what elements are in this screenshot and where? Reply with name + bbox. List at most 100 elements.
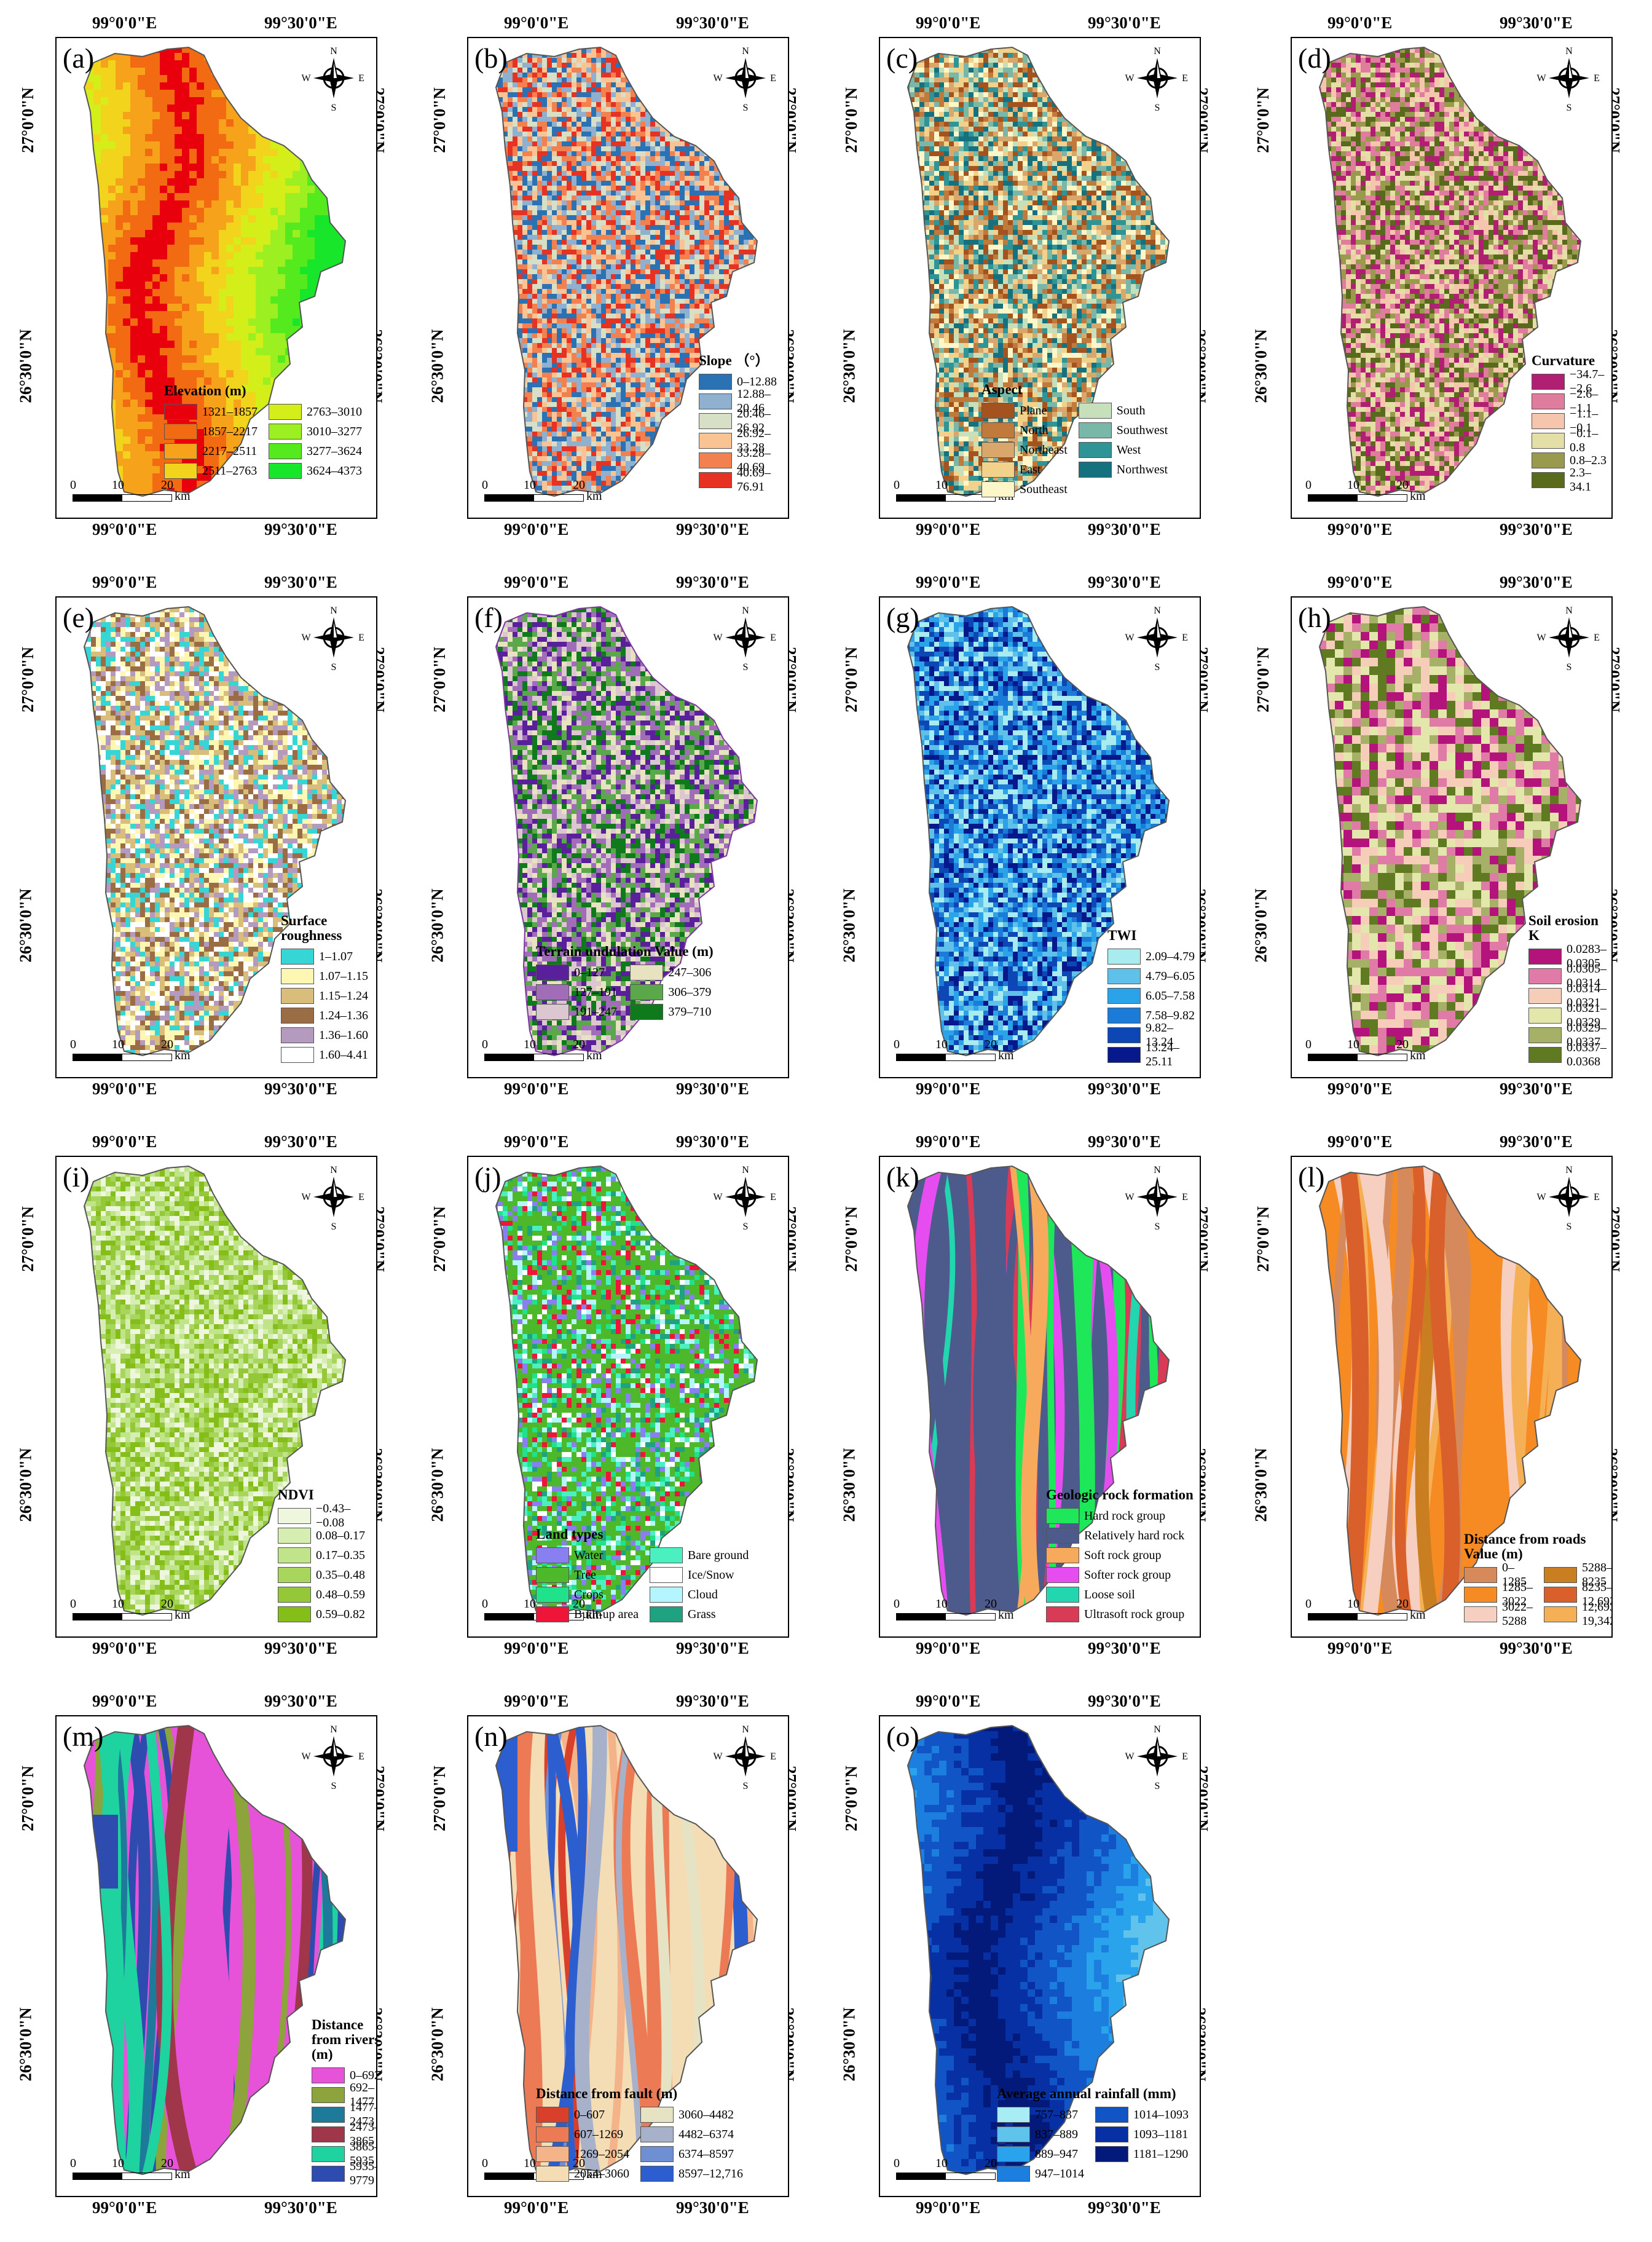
map-cell (591, 107, 596, 112)
map-cell (734, 112, 739, 117)
map-cell (606, 82, 611, 87)
map-cell (473, 146, 478, 151)
map-cell (270, 326, 278, 333)
map-cell (101, 318, 108, 326)
map-cell (675, 186, 680, 191)
map-cell (352, 304, 359, 311)
map-cell (204, 473, 211, 481)
map-cell (160, 304, 167, 311)
map-cell (241, 208, 248, 215)
map-cell (567, 82, 572, 87)
map-cell (79, 510, 86, 518)
map-cell (522, 38, 527, 43)
map-cell (473, 97, 478, 102)
map-cell (182, 38, 189, 45)
map-cell (557, 146, 562, 151)
map-cell (473, 156, 478, 161)
map-cell (758, 112, 763, 117)
map-cell (567, 77, 572, 82)
map-cell (366, 223, 374, 230)
map-cell (241, 414, 248, 422)
map-cell (690, 171, 694, 176)
map-cell (468, 117, 473, 122)
map-cell (611, 161, 616, 166)
map-cell (359, 296, 366, 304)
map-cell (557, 97, 562, 102)
map-cell (84, 333, 86, 341)
map-cell (670, 191, 675, 195)
map-cell (152, 348, 160, 355)
map-cell (116, 127, 123, 134)
map-cell (329, 178, 337, 186)
map-cell (234, 200, 241, 208)
map-cell (783, 87, 788, 92)
map-cell (488, 107, 493, 112)
map-cell (586, 68, 591, 73)
map-cell (739, 112, 744, 117)
map-cell (581, 127, 586, 132)
map-cell (596, 132, 601, 136)
map-cell (160, 149, 167, 156)
map-cell (621, 186, 626, 191)
map-cell (709, 122, 714, 127)
map-cell (219, 488, 226, 495)
map-cell (344, 134, 345, 141)
map-cell (596, 58, 601, 63)
map-cell (591, 102, 596, 107)
map-cell (513, 186, 517, 191)
map-cell (690, 73, 694, 77)
map-cell (219, 510, 226, 518)
map-cell (189, 510, 197, 518)
map-cell (182, 392, 189, 400)
map-cell (101, 326, 108, 333)
map-cell (116, 326, 123, 333)
map-cell (337, 245, 344, 252)
map-cell (374, 333, 376, 341)
map-cell (285, 510, 293, 518)
map-cell (241, 259, 248, 267)
map-cell (690, 161, 694, 166)
map-cell (152, 75, 160, 82)
map-cell (130, 38, 138, 45)
map-cell (496, 166, 498, 171)
map-cell (226, 230, 234, 237)
map-cell (660, 181, 665, 186)
map-cell (655, 112, 660, 117)
map-cell (601, 58, 606, 63)
map-cell (285, 363, 293, 370)
map-cell (660, 92, 665, 97)
map-cell (248, 134, 256, 141)
map-cell (108, 282, 116, 289)
map-cell (680, 97, 685, 102)
map-cell (576, 191, 581, 195)
map-cell (344, 156, 345, 164)
map-cell (572, 112, 576, 117)
map-cell (57, 178, 64, 186)
map-cell (123, 333, 130, 341)
map-cell (130, 112, 138, 119)
map-cell (359, 355, 366, 363)
map-cell (680, 117, 685, 122)
map-cell (635, 146, 640, 151)
map-cell (130, 141, 138, 149)
map-cell (175, 252, 182, 259)
map-cell (101, 178, 108, 186)
map-cell (576, 181, 581, 186)
map-cell (488, 186, 493, 191)
map-cell (278, 105, 285, 112)
map-cell (248, 223, 256, 230)
map-cell (572, 82, 576, 87)
map-cell (724, 117, 729, 122)
map-cell (93, 82, 101, 90)
map-cell (138, 252, 145, 259)
map-cell (366, 326, 374, 333)
map-cell (182, 282, 189, 289)
map-cell (86, 259, 93, 267)
map-cell (256, 326, 263, 333)
map-cell (211, 296, 219, 304)
map-cell (270, 208, 278, 215)
map-cell (660, 136, 665, 141)
map-cell (626, 117, 631, 122)
map-cell (116, 178, 123, 186)
